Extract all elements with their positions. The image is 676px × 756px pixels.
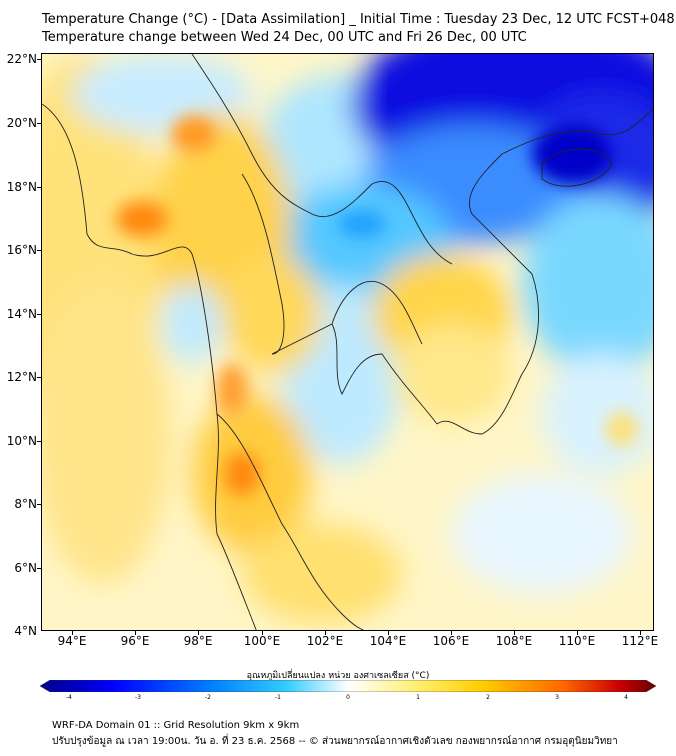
lon-label: 100°E [243, 634, 281, 648]
colorbar-tick-label: 4 [624, 694, 628, 701]
lat-label: 10°N [6, 434, 37, 448]
lat-label: 14°N [6, 307, 37, 321]
colorbar-title: อุณหภูมิเปลี่ยนแปลง หน่วย องศาเซลเซียส (… [246, 671, 430, 681]
colorbar-tick-label: -1 [275, 694, 281, 701]
lat-tick [37, 377, 41, 378]
map-field [42, 54, 653, 630]
lat-tick [37, 504, 41, 505]
lat-label: 20°N [6, 116, 37, 130]
temperature-hotspots [116, 116, 638, 496]
lon-tick [325, 631, 326, 635]
map-subtitle: Temperature change between Wed 24 Dec, 0… [42, 30, 527, 45]
lon-label: 104°E [369, 634, 407, 648]
lat-label: 4°N [14, 624, 37, 638]
lat-label: 12°N [6, 370, 37, 384]
colorbar-tick-label: -4 [66, 694, 72, 701]
lon-tick [451, 631, 452, 635]
lon-tick [262, 631, 263, 635]
lat-tick [37, 314, 41, 315]
lon-label: 102°E [306, 634, 344, 648]
footer-domain-info: WRF-DA Domain 01 :: Grid Resolution 9km … [52, 720, 300, 731]
lon-tick [135, 631, 136, 635]
lat-tick [37, 568, 41, 569]
lat-label: 6°N [14, 561, 37, 575]
lon-tick [514, 631, 515, 635]
lat-label: 18°N [6, 180, 37, 194]
lat-tick [37, 123, 41, 124]
lat-tick [37, 187, 41, 188]
colorbar-tick-label: -2 [205, 694, 211, 701]
colorbar-tick-label: 0 [346, 694, 350, 701]
lat-tick [37, 441, 41, 442]
lon-tick [577, 631, 578, 635]
lat-tick [37, 59, 41, 60]
coastlines-borders [42, 54, 653, 630]
map-title: Temperature Change (°C) - [Data Assimila… [42, 12, 675, 27]
colorbar-tick-label: 3 [555, 694, 559, 701]
colorbar-gradient [40, 680, 656, 692]
lon-label: 94°E [57, 634, 87, 648]
temperature-change-map [41, 53, 654, 631]
lon-tick [388, 631, 389, 635]
lon-tick [640, 631, 641, 635]
lon-tick [198, 631, 199, 635]
colorbar-tick-label: 2 [486, 694, 490, 701]
colorbar-tick-label: -3 [135, 694, 141, 701]
lon-label: 98°E [183, 634, 213, 648]
colorbar [40, 680, 656, 692]
colorbar-tick-label: 1 [416, 694, 420, 701]
footer-credit: ปรับปรุงข้อมูล ณ เวลา 19:00น. วัน อ. ที่… [52, 736, 618, 747]
lat-tick [37, 250, 41, 251]
lat-label: 16°N [6, 243, 37, 257]
lon-label: 108°E [495, 634, 533, 648]
lon-label: 106°E [432, 634, 470, 648]
lon-tick [72, 631, 73, 635]
lon-label: 110°E [558, 634, 596, 648]
lon-label: 96°E [120, 634, 150, 648]
lat-label: 22°N [6, 52, 37, 66]
lat-label: 8°N [14, 497, 37, 511]
lon-label: 112°E [621, 634, 659, 648]
